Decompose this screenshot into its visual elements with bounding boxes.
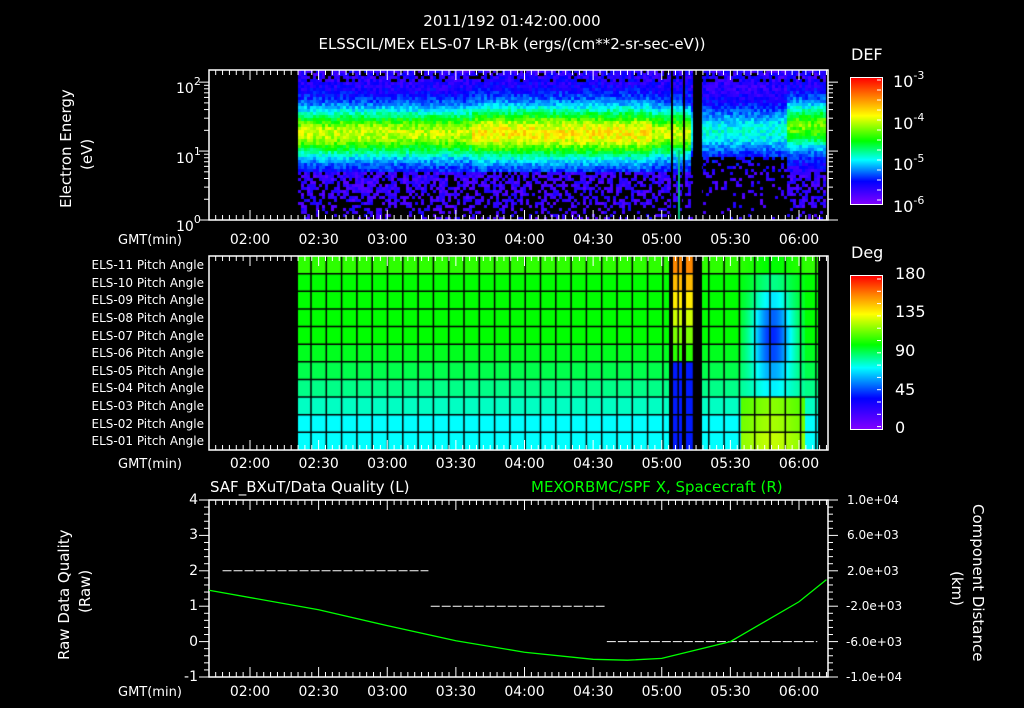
time-tick-0300: 03:00 xyxy=(367,232,408,248)
time-tick-0500: 05:00 xyxy=(641,232,682,248)
quality-ytick-right: 2.0e+03 xyxy=(847,563,899,578)
time-tick-0400: 04:00 xyxy=(504,456,545,472)
quality-ytick-left: 1 xyxy=(189,598,198,615)
time-tick-0230: 02:30 xyxy=(298,456,339,472)
time-axis-label: GMT(min) xyxy=(118,233,182,248)
pitch-row-label: ELS-05 Pitch Angle xyxy=(91,363,204,378)
deg-tick-135: 135 xyxy=(895,302,926,321)
pitch-row-label: ELS-02 Pitch Angle xyxy=(91,416,204,431)
quality-ytick-left: 4 xyxy=(189,492,198,508)
pitch-row-label: ELS-10 Pitch Angle xyxy=(91,275,204,290)
pitch-row-label: ELS-09 Pitch Angle xyxy=(91,293,204,308)
time-tick-0330: 03:30 xyxy=(435,684,477,700)
time-tick-0500: 05:00 xyxy=(641,684,682,700)
quality-right-title: MEXORBMC/SPF X, Spacecraft (R) xyxy=(531,478,783,496)
time-tick-0300: 03:00 xyxy=(367,684,408,700)
pitch-frame xyxy=(208,255,829,451)
pitch-row-label: ELS-08 Pitch Angle xyxy=(91,310,204,325)
energy-ytick-10: 101 xyxy=(176,145,201,167)
time-tick-0530: 05:30 xyxy=(710,232,751,248)
pitch-row-label: ELS-03 Pitch Angle xyxy=(91,399,204,414)
pitch-row-label: ELS-04 Pitch Angle xyxy=(91,381,204,396)
def-tick-1e-4: 10-4 xyxy=(893,111,925,133)
time-tick-0430: 04:30 xyxy=(572,232,614,248)
time-tick-0600: 06:00 xyxy=(778,456,820,472)
time-tick-0500: 05:00 xyxy=(641,456,682,472)
pitch-row-label: ELS-06 Pitch Angle xyxy=(91,346,204,361)
energy-ytick-1: 100 xyxy=(176,213,201,235)
time-tick-0530: 05:30 xyxy=(710,684,751,700)
time-tick-0200: 02:00 xyxy=(229,456,271,472)
time-tick-0200: 02:00 xyxy=(229,684,271,700)
quality-frame xyxy=(208,499,829,678)
time-tick-0430: 04:30 xyxy=(572,684,614,700)
plot-title: ELSSCIL/MEx ELS-07 LR-Bk (ergs/(cm**2-sr… xyxy=(318,35,706,53)
deg-tick-90: 90 xyxy=(895,341,916,360)
def-colorbar xyxy=(850,77,883,205)
energy-ytick-100: 102 xyxy=(176,75,201,97)
pitch-row-label: ELS-07 Pitch Angle xyxy=(91,328,204,343)
quality-ytick-left: 3 xyxy=(189,527,198,544)
quality-ytick-left: 0 xyxy=(189,633,198,650)
def-tick-1e-6: 10-6 xyxy=(893,194,925,216)
quality-ytick-right: 1.0e+04 xyxy=(847,493,899,507)
energy-spectrogram xyxy=(209,70,828,220)
time-axis-label-2: GMT(min) xyxy=(118,457,182,472)
def-colorbar-title: DEF xyxy=(851,45,883,64)
pitch-row-label: ELS-11 Pitch Angle xyxy=(91,258,204,272)
quality-ytick-right: 6.0e+03 xyxy=(847,528,899,543)
quality-ytick-right: -6.0e+03 xyxy=(846,634,903,649)
quality-ytick-right: -2.0e+03 xyxy=(846,599,903,614)
deg-tick-0: 0 xyxy=(895,418,906,437)
pitch-row-label: ELS-01 Pitch Angle xyxy=(91,434,204,449)
time-tick-0530: 05:30 xyxy=(710,456,751,472)
quality-ytick-left: 2 xyxy=(189,562,198,579)
quality-ytick-right: -1.0e+04 xyxy=(846,670,903,684)
def-tick-1e-3: 10-3 xyxy=(893,69,925,91)
def-tick-1e-5: 10-5 xyxy=(893,152,925,174)
time-tick-0330: 03:30 xyxy=(435,232,477,248)
pitch-angle-heatmap xyxy=(209,256,828,450)
deg-tick-45: 45 xyxy=(895,380,916,399)
spacecraft-x-line xyxy=(208,579,827,661)
time-tick-0400: 04:00 xyxy=(504,684,545,700)
time-tick-0430: 04:30 xyxy=(572,456,614,472)
time-tick-0200: 02:00 xyxy=(229,232,271,248)
plot-timestamp: 2011/192 01:42:00.000 xyxy=(423,12,601,30)
time-axis-label-3: GMT(min) xyxy=(118,685,182,700)
time-tick-0330: 03:30 xyxy=(435,456,477,472)
time-tick-0400: 04:00 xyxy=(504,232,545,248)
spectrogram-frame xyxy=(208,69,829,221)
deg-colorbar-title: Deg xyxy=(851,243,884,262)
quality-left-title: SAF_BXuT/Data Quality (L) xyxy=(210,478,410,496)
time-tick-0230: 02:30 xyxy=(298,684,339,700)
deg-tick-180: 180 xyxy=(895,264,926,283)
time-tick-0600: 06:00 xyxy=(778,684,820,700)
time-tick-0230: 02:30 xyxy=(298,232,339,248)
quality-ytick-left: -1 xyxy=(184,669,198,685)
time-tick-0600: 06:00 xyxy=(778,232,820,248)
time-tick-0300: 03:00 xyxy=(367,456,408,472)
